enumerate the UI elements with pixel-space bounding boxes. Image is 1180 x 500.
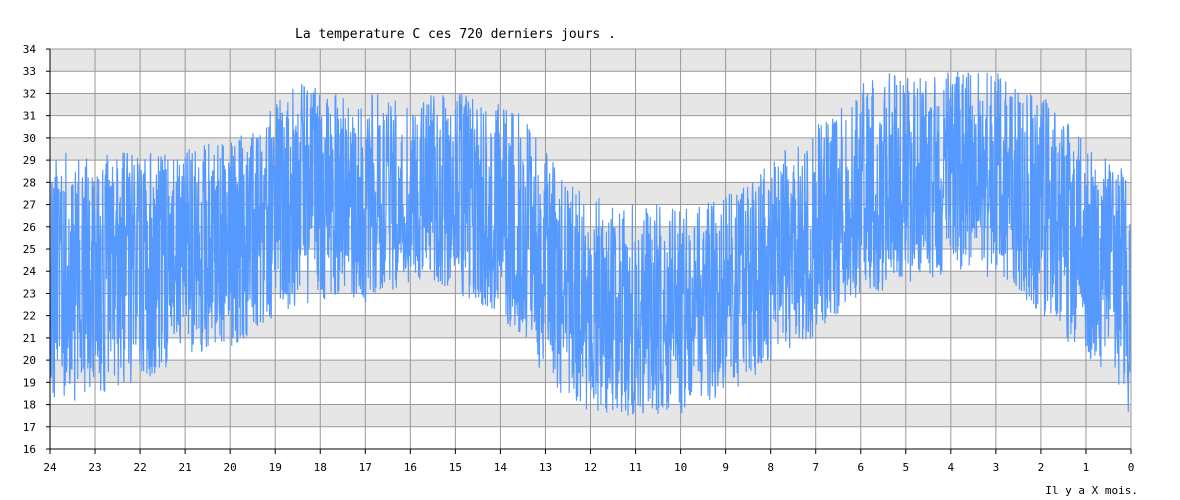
y-axis-ticks: 16 17 18 19 20 21 22 23 24 25 26 27 28 29 30 31 32 33 34 bbox=[23, 43, 50, 456]
y-tick-label: 17 bbox=[23, 421, 36, 434]
x-tick-label: 10 bbox=[674, 461, 687, 474]
chart-title: La temperature C ces 720 derniers jours … bbox=[295, 27, 616, 42]
x-tick-label: 22 bbox=[133, 461, 146, 474]
x-tick-label: 3 bbox=[993, 461, 1000, 474]
x-axis-label: Il y a X mois. bbox=[1045, 484, 1138, 497]
x-tick-label: 14 bbox=[494, 461, 508, 474]
x-tick-label: 16 bbox=[404, 461, 417, 474]
x-tick-label: 13 bbox=[539, 461, 552, 474]
x-tick-label: 11 bbox=[629, 461, 642, 474]
y-tick-label: 20 bbox=[23, 354, 36, 367]
x-tick-label: 19 bbox=[269, 461, 282, 474]
y-tick-label: 33 bbox=[23, 65, 36, 78]
x-tick-label: 9 bbox=[722, 461, 729, 474]
x-tick-label: 18 bbox=[314, 461, 327, 474]
y-tick-label: 30 bbox=[23, 132, 36, 145]
x-tick-label: 4 bbox=[948, 461, 955, 474]
x-tick-label: 20 bbox=[224, 461, 237, 474]
y-tick-label: 22 bbox=[23, 310, 36, 323]
y-tick-label: 31 bbox=[23, 110, 36, 123]
temperature-series bbox=[49, 71, 1132, 416]
y-tick-label: 18 bbox=[23, 399, 36, 412]
y-tick-label: 16 bbox=[23, 443, 36, 456]
x-tick-label: 7 bbox=[812, 461, 819, 474]
x-tick-label: 1 bbox=[1083, 461, 1090, 474]
x-tick-label: 12 bbox=[584, 461, 597, 474]
x-tick-label: 0 bbox=[1128, 461, 1135, 474]
x-tick-label: 6 bbox=[857, 461, 864, 474]
y-tick-label: 25 bbox=[23, 243, 36, 256]
y-tick-label: 23 bbox=[23, 287, 36, 300]
y-tick-label: 19 bbox=[23, 376, 36, 389]
x-tick-label: 15 bbox=[449, 461, 462, 474]
y-tick-label: 26 bbox=[23, 221, 36, 234]
x-tick-label: 17 bbox=[359, 461, 372, 474]
y-tick-label: 21 bbox=[23, 332, 36, 345]
x-tick-label: 2 bbox=[1038, 461, 1045, 474]
y-tick-label: 24 bbox=[23, 265, 37, 278]
y-tick-label: 34 bbox=[23, 43, 37, 56]
temperature-line bbox=[49, 71, 1132, 416]
x-tick-label: 23 bbox=[88, 461, 101, 474]
y-tick-label: 29 bbox=[23, 154, 36, 167]
x-tick-label: 21 bbox=[179, 461, 192, 474]
x-axis-ticks: 24 23 22 21 20 19 18 17 16 15 14 13 12 11 10 9 8 7 6 5 4 3 2 1 0 bbox=[43, 449, 1134, 474]
y-tick-label: 32 bbox=[23, 87, 36, 100]
x-tick-label: 24 bbox=[43, 461, 57, 474]
x-tick-label: 5 bbox=[902, 461, 909, 474]
y-tick-label: 28 bbox=[23, 176, 36, 189]
x-tick-label: 8 bbox=[767, 461, 774, 474]
y-tick-label: 27 bbox=[23, 199, 36, 212]
